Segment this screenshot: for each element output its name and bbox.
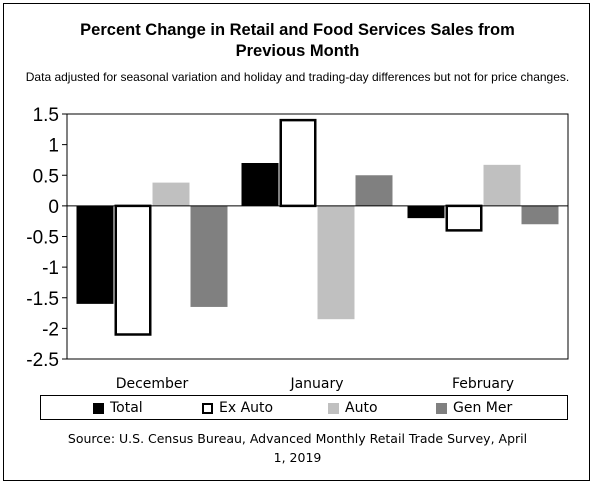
bar-total-february [407, 205, 445, 219]
y-tick-label: 0 [48, 197, 59, 218]
legend-item-auto: Auto [328, 399, 378, 417]
legend-swatch-auto [328, 402, 339, 414]
bar-total-january [241, 163, 279, 206]
chart-subtitle-text: Data adjusted for seasonal variation and… [25, 70, 570, 84]
category-label-january: January [289, 376, 343, 392]
legend-swatch-ex-auto [202, 402, 213, 414]
legend-label-total: Total [110, 400, 143, 416]
bar-auto-february [483, 164, 521, 206]
legend-item-ex-auto: Ex Auto [202, 399, 273, 417]
legend-swatch-gen-mer [436, 402, 447, 414]
chart-title-text: Percent Change in Retail and Food Servic… [80, 21, 515, 60]
chart-title: Percent Change in Retail and Food Servic… [0, 20, 595, 62]
y-tick-label: -1 [42, 258, 59, 279]
y-axis: 1.5 1 0.5 0 -0.5 -1 -1.5 -2 -2.5 [26, 105, 67, 371]
legend-label-gen-mer: Gen Mer [453, 400, 513, 416]
bar-gen-mer-february [521, 205, 559, 225]
legend-item-gen-mer: Gen Mer [436, 399, 512, 417]
bar-ex-auto-february [445, 204, 483, 232]
y-tick-label: -2.5 [26, 350, 59, 371]
y-tick-label: 1.5 [33, 105, 59, 126]
y-tick-label: -2 [42, 319, 59, 340]
legend: Total Ex Auto Auto Gen Mer [40, 395, 568, 420]
bar-total-december [76, 205, 114, 304]
category-label-december: December [116, 376, 189, 392]
legend-label-auto: Auto [345, 400, 378, 416]
y-tick-label: -0.5 [26, 228, 59, 249]
source-note: Source: U.S. Census Bureau, Advanced Mon… [0, 429, 595, 467]
bar-ex-auto-december [114, 204, 152, 336]
legend-swatch-total [93, 402, 104, 414]
bar-auto-december [152, 182, 190, 206]
legend-item-total: Total [93, 399, 143, 417]
bar-ex-auto-january [279, 118, 317, 208]
category-labels: December January February [116, 376, 514, 392]
category-label-february: February [452, 376, 514, 392]
chart-subtitle: Data adjusted for seasonal variation and… [0, 70, 595, 85]
y-tick-label: 1 [48, 136, 59, 157]
bar-gen-mer-january [355, 175, 393, 206]
bar-gen-mer-december [190, 205, 228, 307]
legend-label-ex-auto: Ex Auto [219, 400, 274, 416]
bars [76, 118, 559, 336]
y-tick-label: 0.5 [33, 166, 59, 187]
source-note-text: Source: U.S. Census Bureau, Advanced Mon… [67, 431, 528, 465]
y-tick-label: -1.5 [26, 289, 59, 310]
bar-auto-january [317, 205, 355, 320]
